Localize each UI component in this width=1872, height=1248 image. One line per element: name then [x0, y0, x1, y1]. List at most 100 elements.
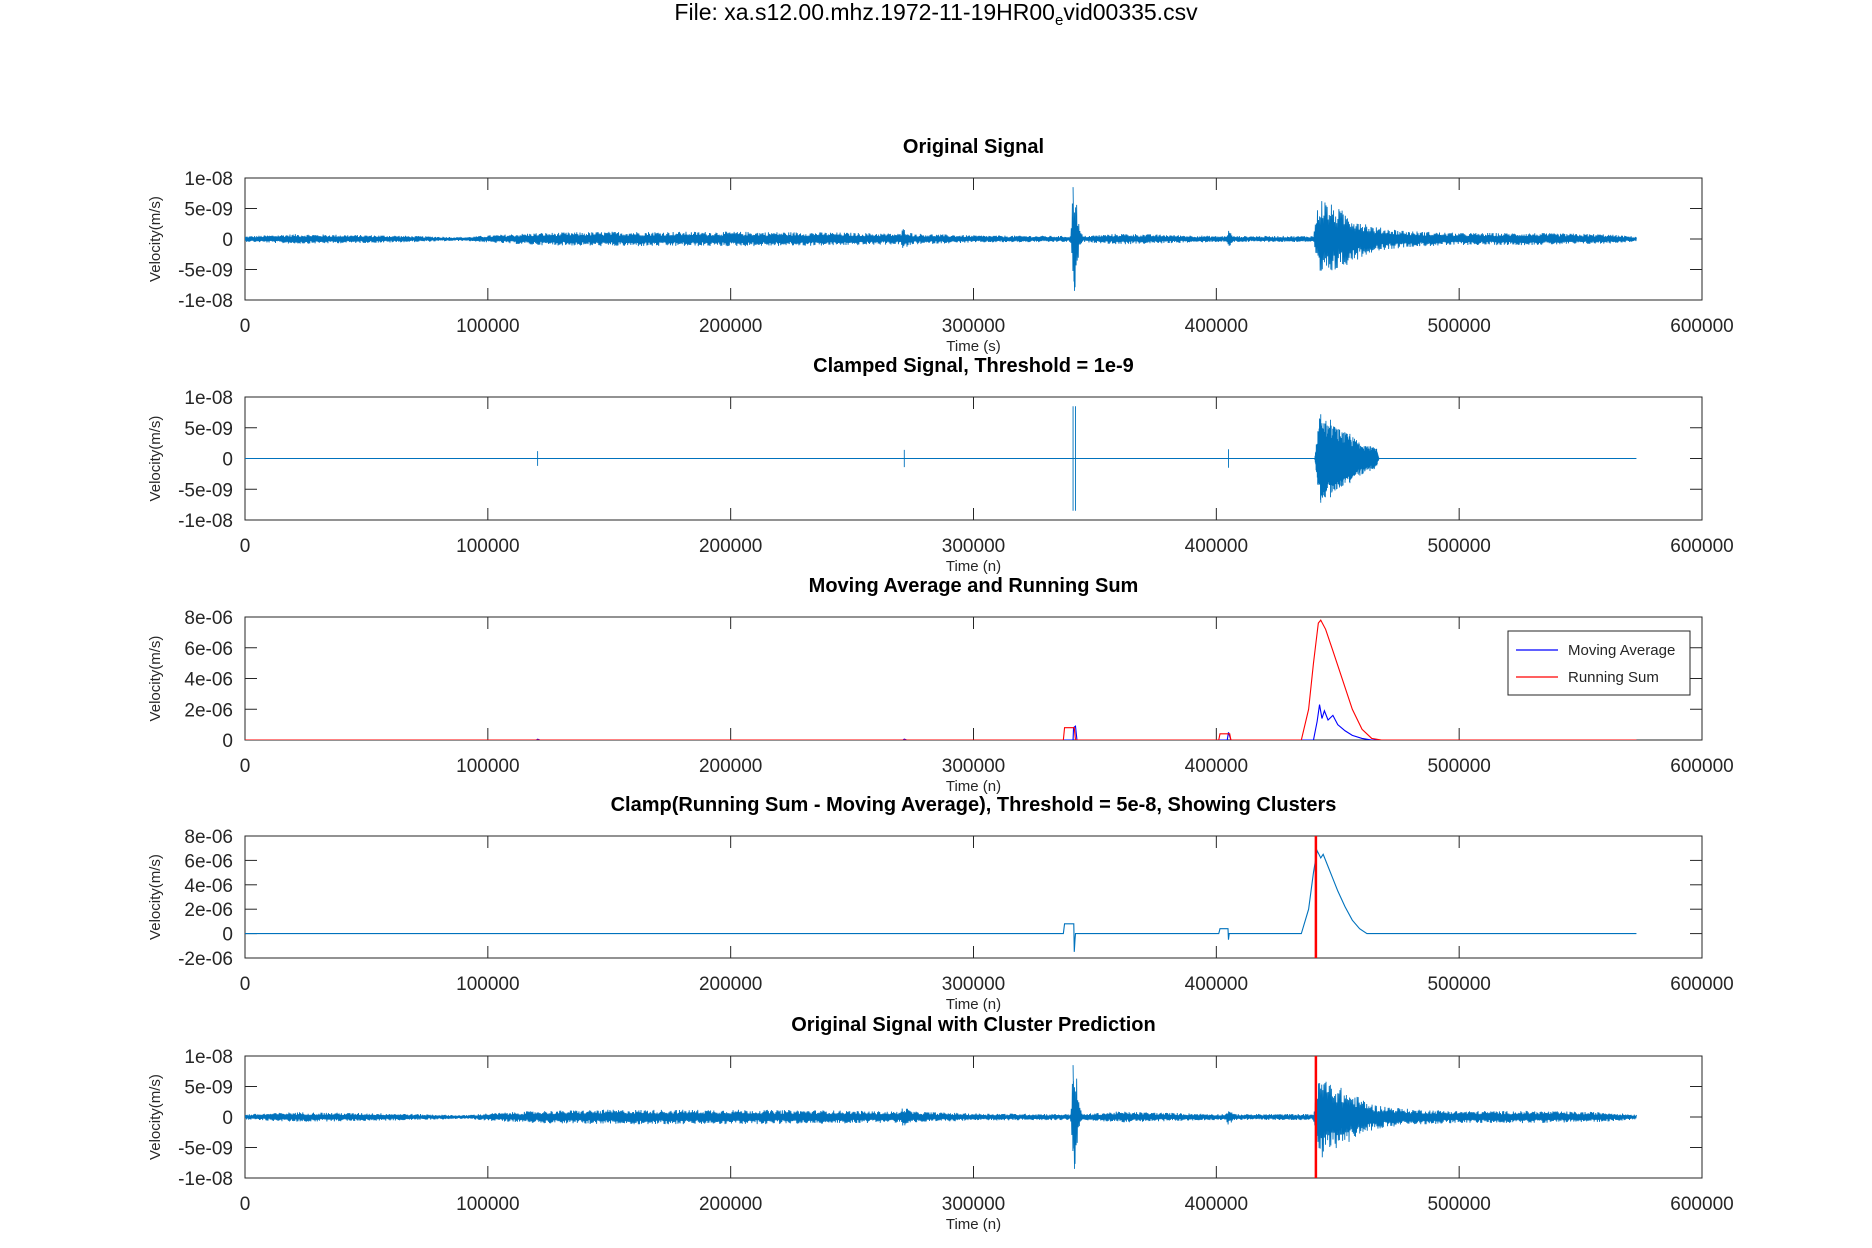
x-tick-label: 500000 — [1427, 974, 1490, 995]
x-tick-label: 300000 — [942, 1194, 1005, 1215]
y-tick-label: 0 — [222, 450, 233, 471]
y-axis-label: Velocity(m/s) — [147, 1074, 164, 1160]
x-tick-label: 600000 — [1670, 536, 1733, 557]
subplot-title: Original Signal with Cluster Prediction — [791, 1014, 1156, 1036]
x-tick-label: 300000 — [942, 756, 1005, 777]
x-tick-label: 400000 — [1185, 974, 1248, 995]
y-axis-label: Velocity(m/s) — [147, 636, 164, 722]
subplot-title: Clamp(Running Sum - Moving Average), Thr… — [611, 794, 1337, 816]
subplot-title: Original Signal — [903, 136, 1044, 158]
y-tick-label: 1e-08 — [184, 169, 233, 190]
y-tick-label: 1e-08 — [184, 1047, 233, 1068]
x-tick-label: 0 — [240, 316, 251, 337]
y-tick-label: 6e-06 — [184, 639, 233, 660]
x-tick-label: 500000 — [1427, 756, 1490, 777]
subplot-title: Clamped Signal, Threshold = 1e-9 — [813, 355, 1134, 377]
legend: Moving Average Running Sum — [1507, 630, 1691, 696]
y-tick-label: -5e-09 — [178, 261, 233, 282]
legend-entry: Running Sum — [1568, 669, 1659, 686]
x-tick-label: 0 — [240, 974, 251, 995]
figure-title-suffix: vid00335.csv — [1063, 0, 1198, 25]
y-tick-label: -1e-08 — [178, 511, 233, 532]
figure-title-prefix: File: xa.s12.00.mhz.1972-11-19HR00 — [674, 0, 1055, 25]
x-tick-label: 600000 — [1670, 1194, 1733, 1215]
series-running-sum — [245, 619, 1637, 740]
y-tick-label: 4e-06 — [184, 876, 233, 897]
x-tick-label: 600000 — [1670, 756, 1733, 777]
plot-area — [245, 848, 1637, 952]
y-axis-label: Velocity(m/s) — [147, 416, 164, 502]
x-tick-label: 400000 — [1185, 316, 1248, 337]
x-tick-label: 200000 — [699, 974, 762, 995]
x-tick-label: 100000 — [456, 316, 519, 337]
series-line-1 — [245, 406, 1637, 511]
x-tick-label: 0 — [240, 1194, 251, 1215]
y-tick-label: 5e-09 — [184, 1078, 233, 1099]
x-tick-label: 200000 — [699, 756, 762, 777]
plot-area — [245, 619, 1637, 740]
subplot-2: Clamped Signal, Threshold = 1e-9 0 100000 2… — [147, 355, 1734, 575]
y-tick-label: 0 — [222, 925, 233, 946]
series-line-1 — [245, 1065, 1637, 1169]
y-tick-label: 4e-06 — [184, 670, 233, 691]
y-tick-label: 0 — [222, 1108, 233, 1129]
x-tick-label: 400000 — [1185, 756, 1248, 777]
x-tick-label: 100000 — [456, 756, 519, 777]
x-tick-label: 0 — [240, 536, 251, 557]
x-axis-label: Time (n) — [946, 1216, 1001, 1233]
series-line-1 — [245, 848, 1637, 952]
y-tick-label: -5e-09 — [178, 1139, 233, 1160]
y-tick-label: 2e-06 — [184, 900, 233, 921]
y-tick-label: -1e-08 — [178, 1169, 233, 1190]
subplot-3: Moving Average and Running Sum 0 100000 200… — [147, 575, 1734, 795]
x-tick-label: 400000 — [1185, 536, 1248, 557]
x-tick-label: 600000 — [1670, 316, 1733, 337]
x-tick-label: 300000 — [942, 974, 1005, 995]
y-tick-label: -1e-08 — [178, 291, 233, 312]
subplot-5: Original Signal with Cluster Prediction 0… — [147, 1014, 1734, 1233]
x-axis-label: Time (n) — [946, 778, 1001, 795]
plot-area — [245, 1065, 1637, 1169]
figure-title-subscript: e — [1055, 12, 1063, 29]
y-tick-label: 0 — [222, 731, 233, 752]
y-tick-label: 0 — [222, 230, 233, 251]
y-tick-label: 6e-06 — [184, 851, 233, 872]
x-tick-label: 300000 — [942, 316, 1005, 337]
plot-area — [245, 187, 1637, 291]
x-tick-label: 500000 — [1427, 1194, 1490, 1215]
y-tick-label: 8e-06 — [184, 827, 233, 848]
y-tick-label: -2e-06 — [178, 949, 233, 970]
x-tick-label: 500000 — [1427, 536, 1490, 557]
x-tick-label: 500000 — [1427, 316, 1490, 337]
y-axis-label: Velocity(m/s) — [147, 854, 164, 940]
y-tick-label: 2e-06 — [184, 700, 233, 721]
axes-box — [244, 835, 1703, 959]
y-tick-label: 1e-08 — [184, 388, 233, 409]
x-tick-label: 200000 — [699, 1194, 762, 1215]
x-tick-label: 100000 — [456, 536, 519, 557]
y-axis-label: Velocity(m/s) — [147, 196, 164, 282]
axes-box — [244, 616, 1703, 741]
x-axis-label: Time (n) — [946, 558, 1001, 575]
legend-box — [1507, 630, 1691, 696]
figure-title: File: xa.s12.00.mhz.1972-11-19HR00evid00… — [674, 0, 1198, 29]
x-tick-label: 100000 — [456, 974, 519, 995]
subplot-1: Original Signal 0 100000 200000 300000 400000… — [147, 136, 1734, 355]
x-tick-label: 0 — [240, 756, 251, 777]
x-tick-label: 100000 — [456, 1194, 519, 1215]
x-tick-label: 200000 — [699, 316, 762, 337]
x-tick-label: 300000 — [942, 536, 1005, 557]
plot-area — [245, 406, 1637, 511]
x-tick-label: 200000 — [699, 536, 762, 557]
y-tick-label: 5e-09 — [184, 200, 233, 221]
x-tick-label: 400000 — [1185, 1194, 1248, 1215]
x-axis-label: Time (s) — [946, 338, 1000, 355]
x-axis-label: Time (n) — [946, 996, 1001, 1013]
y-tick-label: -5e-09 — [178, 480, 233, 501]
legend-entry: Moving Average — [1568, 642, 1675, 659]
x-tick-label: 600000 — [1670, 974, 1733, 995]
subplot-title: Moving Average and Running Sum — [809, 575, 1139, 597]
y-tick-label: 5e-09 — [184, 419, 233, 440]
y-tick-label: 8e-06 — [184, 608, 233, 629]
